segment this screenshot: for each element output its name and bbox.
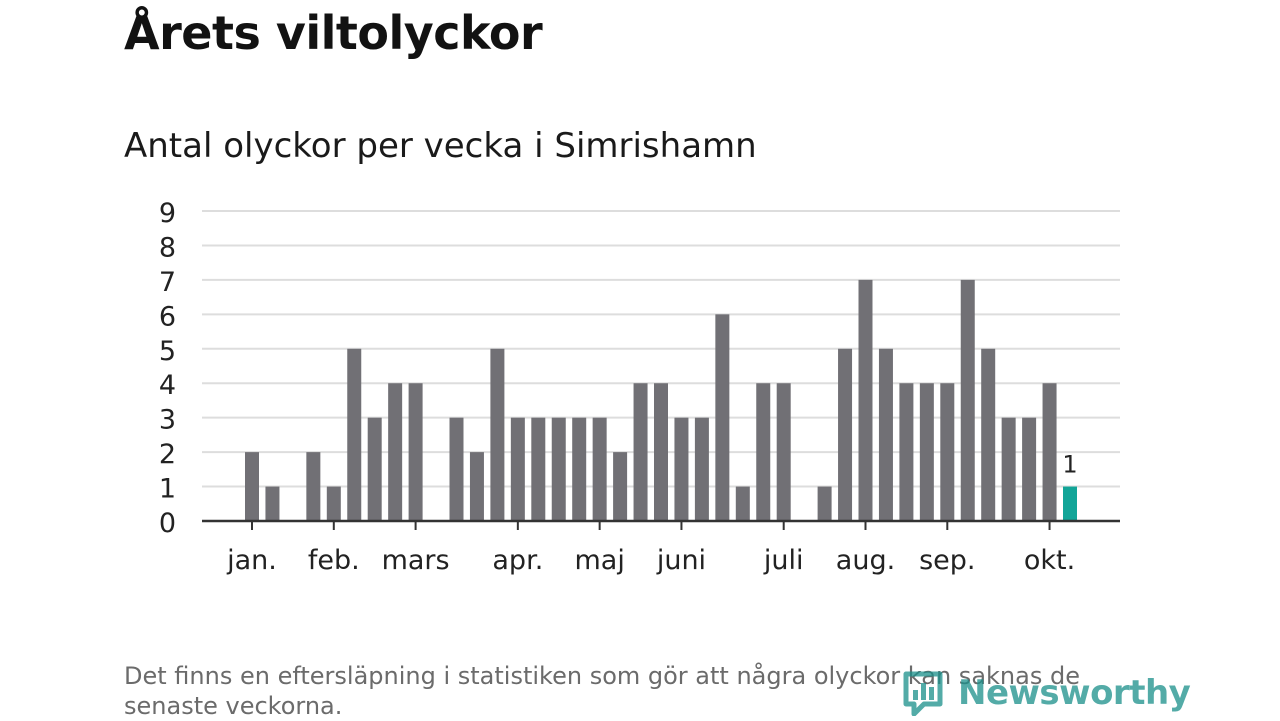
y-tick-label-7: 7 <box>159 267 176 298</box>
bar-week-2 <box>265 486 280 521</box>
bar-week-31 <box>858 279 873 521</box>
bar-week-16 <box>551 417 566 521</box>
bar-week-38 <box>1001 417 1016 521</box>
bar-week-26 <box>756 383 771 521</box>
bars <box>245 279 1077 521</box>
bar-week-22 <box>674 417 689 521</box>
y-tick-label-1: 1 <box>159 474 176 505</box>
bar-week-34 <box>919 383 934 521</box>
x-tick-label-aug.: aug. <box>836 545 895 576</box>
bar-week-33 <box>899 383 914 521</box>
bar-week-21 <box>654 383 668 521</box>
bar-week-17 <box>572 417 587 521</box>
bar-week-8 <box>388 383 403 521</box>
bar-week-24 <box>715 314 730 521</box>
page-title: Årets viltolyckor <box>124 6 543 60</box>
y-tick-label-5: 5 <box>159 336 176 367</box>
data-label-highlight: 1 <box>1062 451 1077 479</box>
brand-name: Newsworthy <box>958 673 1191 713</box>
bar-week-18 <box>592 417 607 521</box>
bar-week-15 <box>531 417 546 521</box>
y-tick-label-8: 8 <box>159 232 176 263</box>
bar-week-32 <box>878 348 893 521</box>
y-tick-label-6: 6 <box>159 301 176 332</box>
x-axis <box>202 519 1120 530</box>
bar-week-30 <box>838 348 853 521</box>
x-tick-label-juli: juli <box>763 545 804 576</box>
y-tick-label-2: 2 <box>159 439 176 470</box>
y-tick-label-0: 0 <box>159 508 176 539</box>
y-axis-tick-labels: 01 23 45 67 89 <box>159 198 176 539</box>
x-tick-label-feb.: feb. <box>308 545 360 576</box>
bar-week-36 <box>960 279 975 521</box>
bar-week-5 <box>326 486 341 521</box>
bar-week-4 <box>306 452 321 521</box>
bar-week-35 <box>940 383 955 521</box>
chart-subtitle: Antal olyckor per vecka i Simrishamn <box>124 126 757 166</box>
data-labels: 1 <box>1062 451 1077 479</box>
bar-week-6 <box>347 348 362 521</box>
bar-week-19 <box>613 452 628 521</box>
x-tick-label-apr.: apr. <box>492 545 543 576</box>
bar-week-7 <box>367 417 382 521</box>
x-tick-label-maj: maj <box>574 545 624 576</box>
bar-week-27 <box>776 383 791 521</box>
x-axis-tick-labels: jan. feb. mars apr. maj juni juli aug. sep. okt. <box>226 545 1075 576</box>
bar-week-37 <box>981 348 996 521</box>
bar-week-40 <box>1042 383 1057 521</box>
bar-week-14 <box>510 417 525 521</box>
bar-week-23 <box>694 417 709 521</box>
bar-week-1 <box>245 452 259 521</box>
bar-week-39 <box>1022 417 1037 521</box>
newsworthy-logo-icon <box>903 671 943 716</box>
bar-week-25 <box>735 486 750 521</box>
x-tick-label-juni: juni <box>656 545 706 576</box>
bar-week-29 <box>817 486 832 521</box>
x-tick-label-okt.: okt. <box>1024 545 1075 576</box>
bar-week-41 <box>1063 486 1077 521</box>
bar-week-11 <box>449 417 464 521</box>
brand-logo[interactable]: Newsworthy <box>902 670 1191 716</box>
bar-week-13 <box>490 348 505 521</box>
y-tick-label-3: 3 <box>159 405 176 436</box>
y-tick-label-9: 9 <box>159 198 176 229</box>
x-tick-label-sep.: sep. <box>919 545 975 576</box>
x-tick-label-jan.: jan. <box>226 545 277 576</box>
bar-week-12 <box>469 452 484 521</box>
y-tick-label-4: 4 <box>159 370 176 401</box>
bar-week-9 <box>408 383 423 521</box>
x-tick-label-mars: mars <box>382 545 450 576</box>
bar-week-20 <box>633 383 648 521</box>
